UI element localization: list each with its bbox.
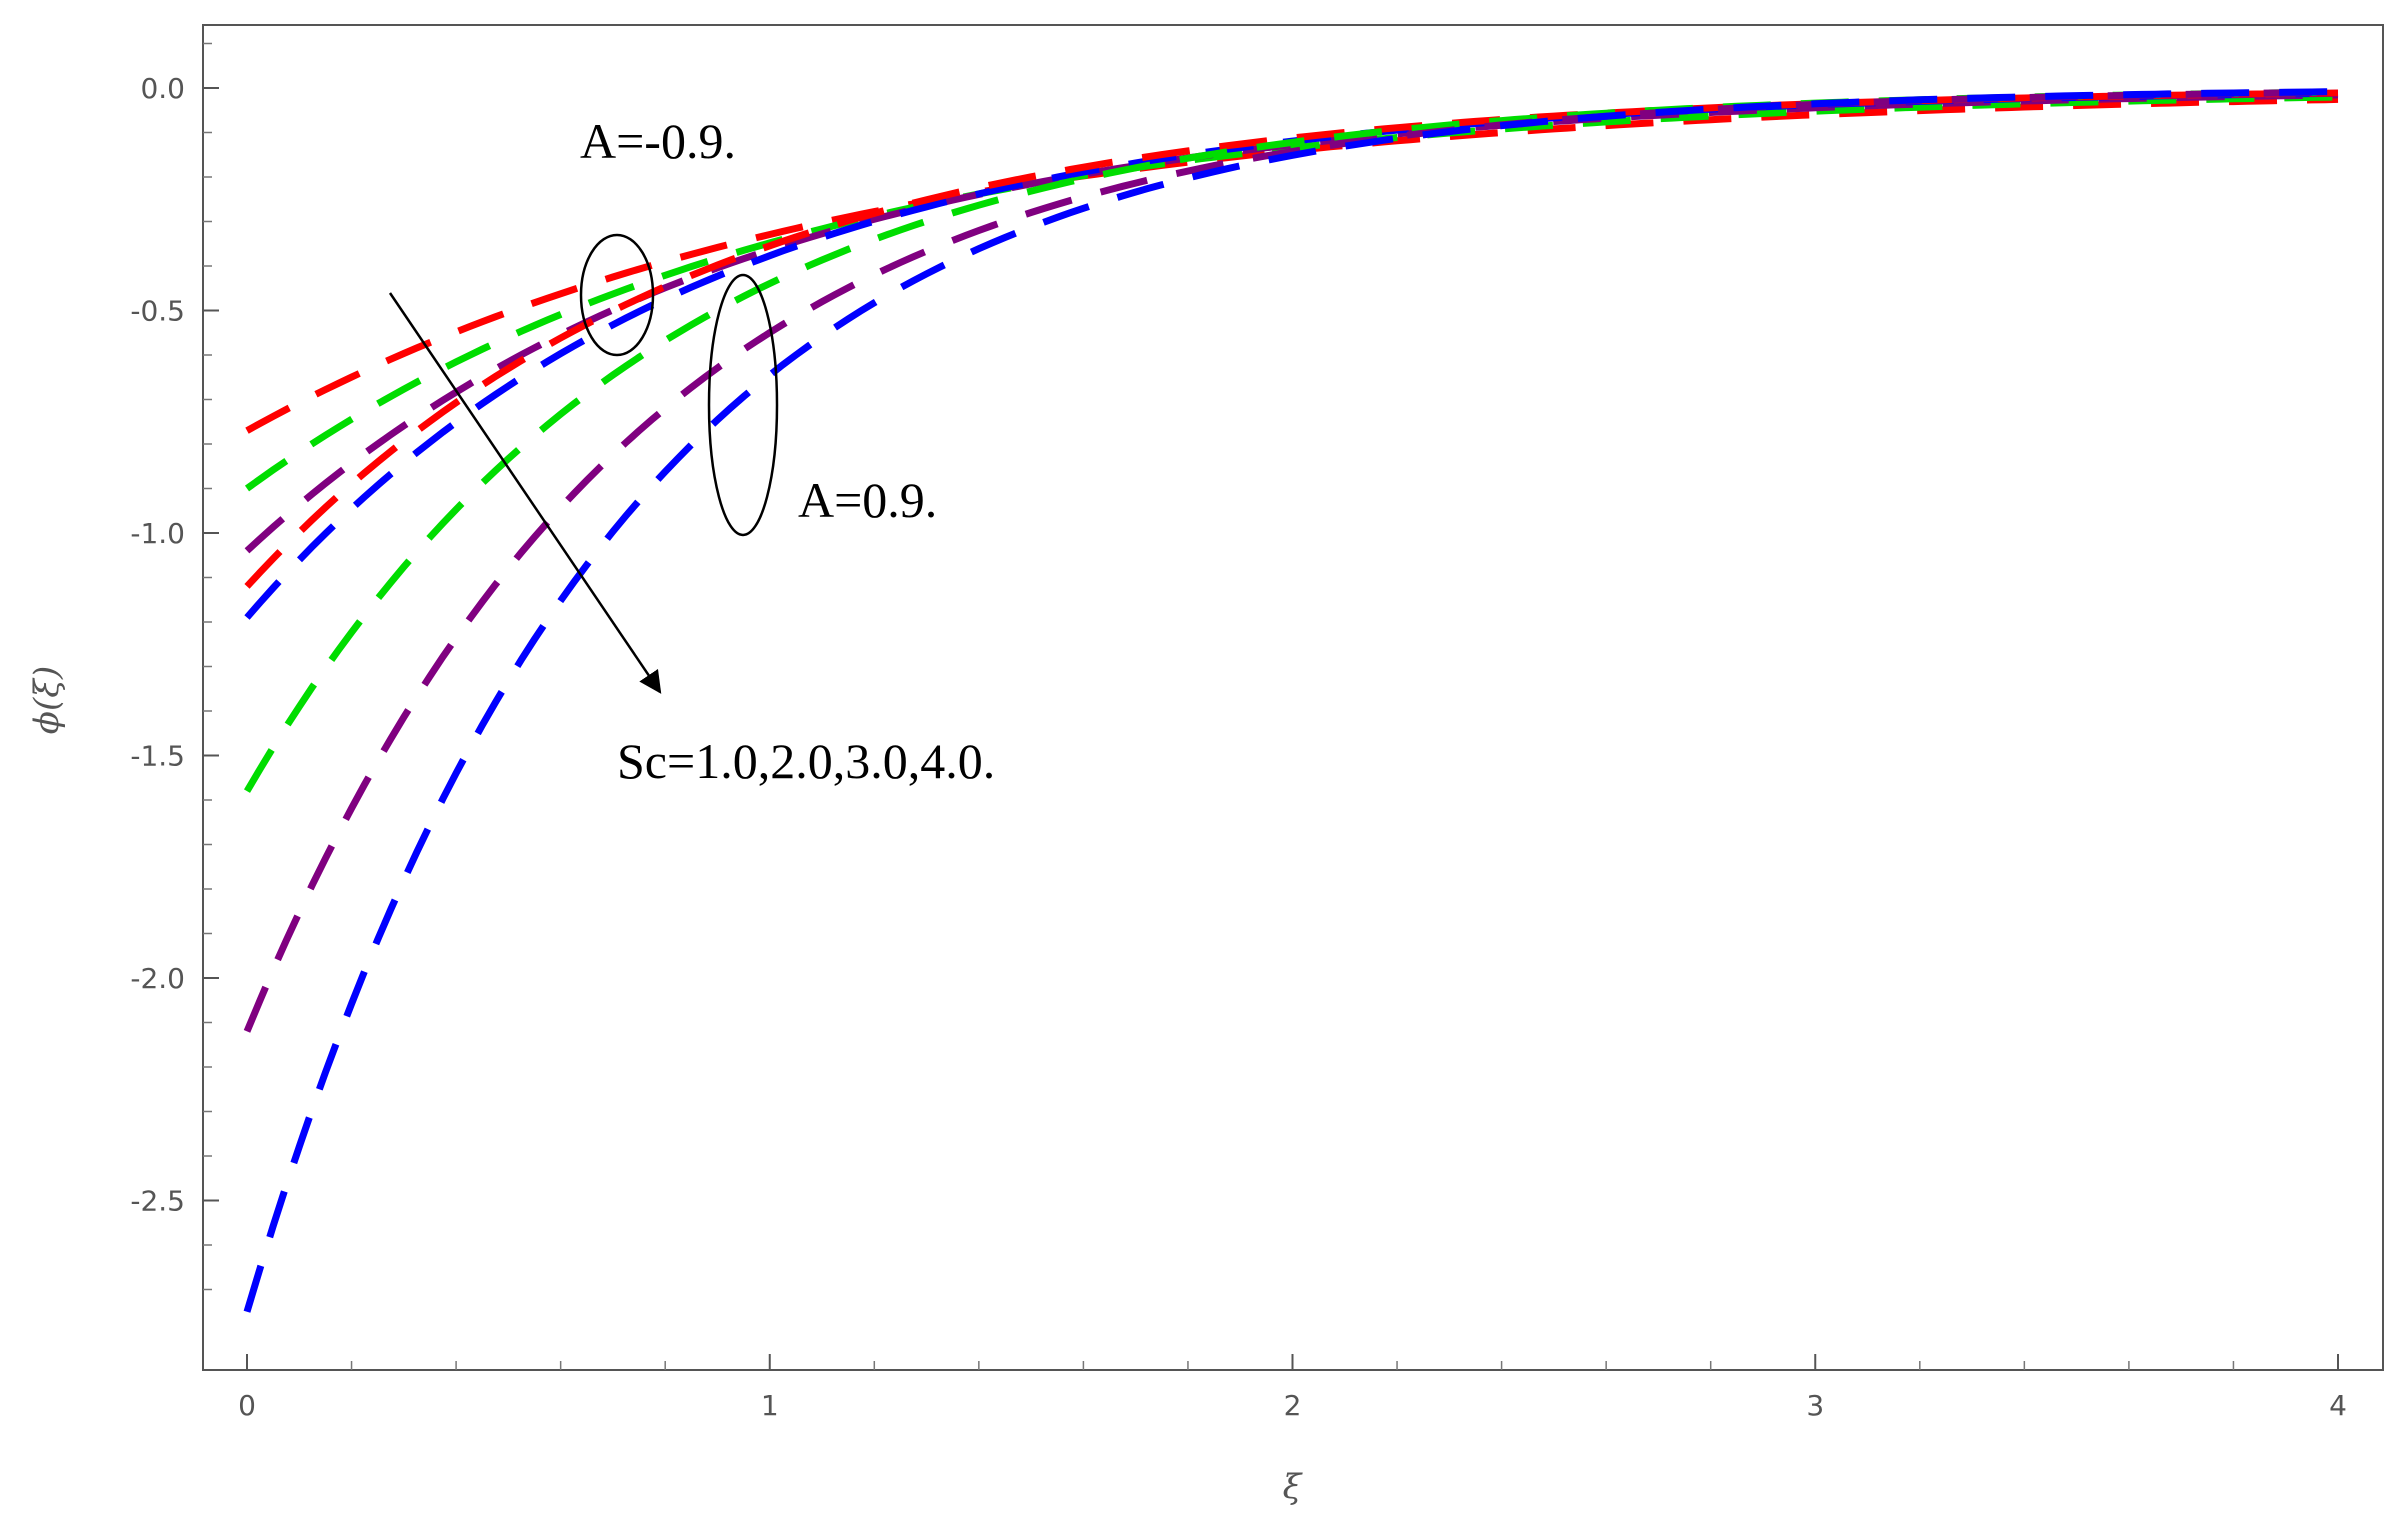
y-tick-label: -2.5 [130,1185,185,1218]
series-layer [243,88,2339,1313]
x-tick-label: 4 [2329,1389,2347,1422]
series-line-5 [243,88,2339,793]
annotation-layer: A=-0.9. A=0.9. Sc=1.0,2.0,3.0,4.0. [388,113,995,789]
annotation-a-neg: A=-0.9. [580,113,736,169]
annotation-a-pos: A=0.9. [798,472,937,528]
y-tick-label: -1.0 [130,517,185,550]
ellipse-a-neg [579,233,655,357]
y-tick-label: -0.5 [130,295,185,328]
x-tick-label: 1 [761,1389,779,1422]
y-tick-label: -1.5 [130,740,185,773]
y-tick-label: 0.0 [140,72,185,105]
series-line-3 [244,89,2339,620]
series-line-7 [243,88,2339,1313]
series-line-6 [243,88,2339,1033]
y-axis-ticks: 0.0 -0.5 -1.0 -1.5 -2.0 -2.5 [130,42,219,1291]
annotation-sc: Sc=1.0,2.0,3.0,4.0. [617,733,995,789]
sc-arrow [388,292,662,694]
x-tick-label: 0 [238,1389,256,1422]
y-axis-label: ϕ(ξ) [27,666,67,734]
x-axis-ticks: 0 1 2 3 4 [238,1354,2347,1422]
x-tick-label: 3 [1806,1389,1824,1422]
plot-frame [202,24,2384,1371]
x-axis-label: ξ [1283,1467,1304,1507]
series-line-2 [244,91,2339,554]
x-tick-label: 2 [1284,1389,1302,1422]
series-line-4 [244,89,2339,589]
y-tick-label: -2.0 [130,962,185,995]
ellipse-a-pos [707,273,779,537]
